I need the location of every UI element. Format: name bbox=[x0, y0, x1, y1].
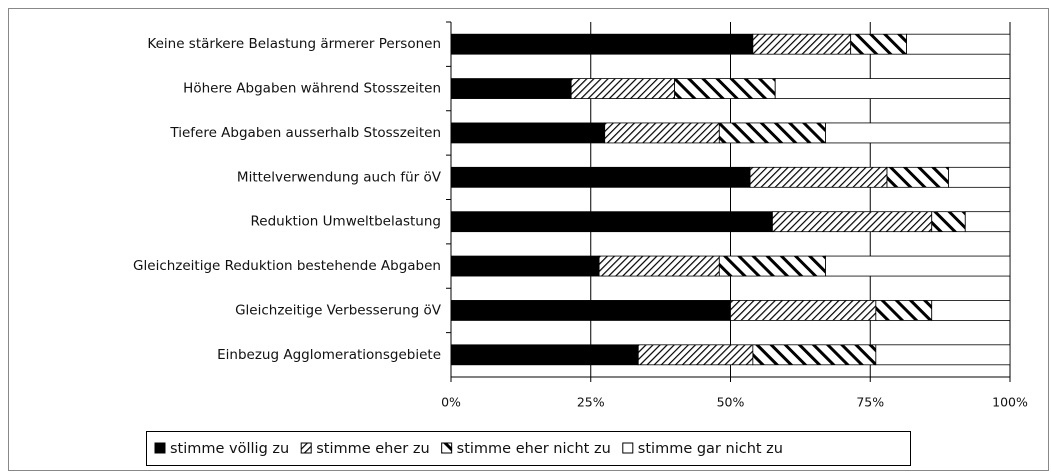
legend-swatch bbox=[154, 442, 166, 454]
legend-swatch bbox=[300, 442, 312, 454]
bar-segment bbox=[637, 344, 754, 366]
bar-segment bbox=[749, 166, 888, 188]
bar-segment bbox=[772, 211, 933, 233]
y-tick-label: Höhere Abgaben während Stosszeiten bbox=[183, 81, 441, 97]
y-tick-label: Gleichzeitige Reduktion bestehende Abgab… bbox=[133, 258, 441, 274]
bar-segment bbox=[674, 78, 776, 99]
bar-segment bbox=[450, 300, 731, 321]
bar-segment bbox=[718, 255, 826, 277]
legend-label: stimme völlig zu bbox=[170, 441, 289, 457]
bar-segment bbox=[906, 33, 1011, 55]
bar-segment bbox=[875, 300, 933, 321]
y-tick-label: Einbezug Agglomerationsgebiete bbox=[217, 347, 441, 363]
x-tick-label: 100% bbox=[992, 395, 1028, 410]
legend-box bbox=[146, 431, 911, 466]
legend-label: stimme gar nicht zu bbox=[638, 441, 783, 457]
y-tick-label: Keine stärkere Belastung ärmerer Persone… bbox=[147, 36, 441, 52]
bar-segment bbox=[931, 300, 1011, 321]
x-tick-label: 0% bbox=[441, 395, 461, 410]
bar-segment bbox=[450, 122, 606, 144]
legend-swatch bbox=[622, 442, 634, 454]
legend-swatch bbox=[441, 442, 453, 454]
y-tick-label: Mittelverwendung auch für öV bbox=[237, 169, 442, 185]
bar-segment bbox=[450, 344, 639, 366]
y-tick-label: Reduktion Umweltbelastung bbox=[250, 214, 441, 230]
bar-segment bbox=[450, 211, 773, 233]
bar-segment bbox=[450, 33, 754, 55]
y-tick-label: Tiefere Abgaben ausserhalb Stosszeiten bbox=[169, 125, 441, 141]
bar-segment bbox=[886, 166, 949, 188]
bar-segment bbox=[931, 211, 966, 233]
bar-segment bbox=[825, 255, 1011, 277]
bar-segment bbox=[964, 211, 1011, 233]
bar-segment bbox=[774, 78, 1011, 99]
bar-segment bbox=[875, 344, 1011, 366]
bar-segment bbox=[450, 166, 751, 188]
bar-segment bbox=[850, 33, 907, 55]
y-tick-label: Gleichzeitige Verbesserung öV bbox=[235, 302, 442, 318]
bar-segment bbox=[730, 300, 877, 321]
x-tick-label: 50% bbox=[717, 395, 745, 410]
bar-segment bbox=[570, 78, 675, 99]
bar-segment bbox=[752, 344, 877, 366]
bar-segment bbox=[718, 122, 826, 144]
bar-segment bbox=[604, 122, 720, 144]
bar-segment bbox=[825, 122, 1011, 144]
bar-segment bbox=[948, 166, 1011, 188]
bar-segment bbox=[752, 33, 852, 55]
chart-frame bbox=[8, 8, 1049, 471]
x-tick-label: 75% bbox=[856, 395, 884, 410]
bar-segment bbox=[598, 255, 720, 277]
bar-segment bbox=[450, 255, 600, 277]
bar-segment bbox=[450, 78, 572, 99]
legend-label: stimme eher zu bbox=[316, 441, 429, 457]
legend-label: stimme eher nicht zu bbox=[457, 441, 611, 457]
x-tick-label: 25% bbox=[577, 395, 605, 410]
